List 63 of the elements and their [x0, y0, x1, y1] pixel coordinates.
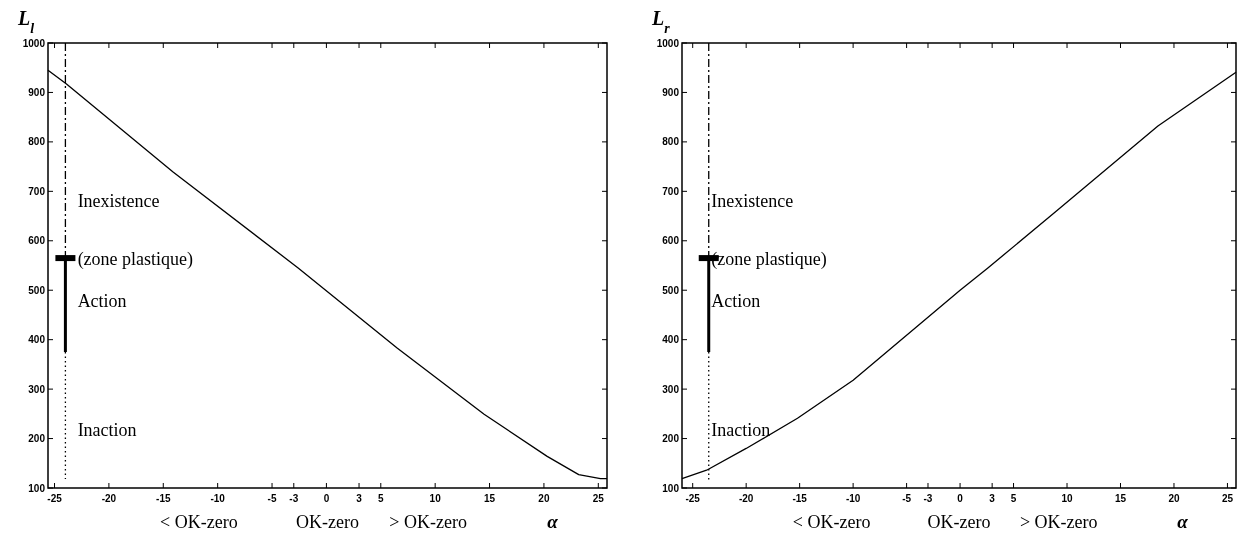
y-tick-label: 500 — [662, 284, 680, 296]
annotation: Inexistence — [77, 190, 160, 211]
y-tick-label: 300 — [662, 383, 680, 395]
x-tick-label: -25 — [47, 493, 63, 504]
x-tick-label: 15 — [1114, 493, 1127, 504]
annotation: Action — [77, 291, 127, 312]
x-tick-label: -25 — [685, 493, 701, 504]
x-tick-label: 0 — [957, 493, 964, 504]
x-tick-label: 3 — [989, 493, 996, 504]
x-tick-label: 25 — [1221, 493, 1234, 504]
annotation: Inexistence — [711, 190, 794, 211]
x-tick-label: 25 — [592, 493, 605, 504]
x-tick-label: -3 — [289, 493, 299, 504]
annotation: Inaction — [77, 420, 137, 441]
y-tick-label: 100 — [28, 482, 46, 494]
x-tick-label: -20 — [738, 493, 754, 504]
text: > OK-zero — [389, 512, 467, 532]
x-tick-label: 5 — [378, 493, 385, 504]
text: > OK-zero — [1019, 512, 1098, 532]
y-tick-label: 1000 — [22, 37, 46, 49]
x-tick-label: -15 — [792, 493, 808, 504]
y-tick-label: 700 — [28, 185, 46, 197]
x-tick-label: -3 — [923, 493, 933, 504]
text: < OK-zero — [792, 512, 871, 532]
y-axis-title: L$_{r}$ — [651, 7, 671, 36]
annotation: Inaction — [711, 420, 771, 441]
x-tick-label: 5 — [1010, 493, 1017, 504]
x-tick-label: 0 — [323, 493, 330, 504]
y-tick-label: 100 — [662, 482, 680, 494]
x-tick-label: -10 — [210, 493, 226, 504]
y-tick-label: 800 — [662, 136, 680, 148]
y-tick-label: 200 — [662, 433, 680, 445]
x-tick-label: 3 — [356, 493, 363, 504]
y-tick-label: 1000 — [656, 37, 680, 49]
y-tick-label: 900 — [662, 86, 680, 98]
x-tick-label: -20 — [101, 493, 117, 504]
x-tick-label: -10 — [845, 493, 861, 504]
annotation: Action — [711, 291, 761, 312]
y-tick-label: 900 — [28, 86, 46, 98]
x-tick-label: 20 — [1168, 493, 1180, 504]
x-axis-title: α — [547, 511, 559, 532]
x-tick-label: 15 — [483, 493, 496, 504]
annotation: (zone plastique) — [77, 248, 194, 270]
x-axis-title: α — [1177, 511, 1189, 532]
y-tick-label: 400 — [28, 334, 46, 346]
y-tick-label: 600 — [28, 235, 46, 247]
y-tick-label: 400 — [662, 334, 680, 346]
text: OK-zero — [296, 512, 359, 532]
x-tick-label: 20 — [538, 493, 550, 504]
x-tick-label: -15 — [156, 493, 171, 504]
y-tick-label: 200 — [28, 433, 46, 445]
y-tick-label: 300 — [28, 383, 46, 395]
y-tick-label: 700 — [662, 185, 680, 197]
x-tick-label: 10 — [1061, 493, 1074, 504]
text: < OK-zero — [160, 512, 238, 532]
y-tick-label: 800 — [28, 136, 46, 148]
y-tick-label: 600 — [662, 235, 680, 247]
y-tick-label: 500 — [28, 284, 46, 296]
x-tick-label: -5 — [267, 493, 277, 504]
y-axis-title: L$_{l}$ — [17, 7, 35, 36]
x-tick-label: 10 — [429, 493, 442, 504]
x-tick-label: -5 — [902, 493, 912, 504]
text: OK-zero — [927, 512, 991, 532]
